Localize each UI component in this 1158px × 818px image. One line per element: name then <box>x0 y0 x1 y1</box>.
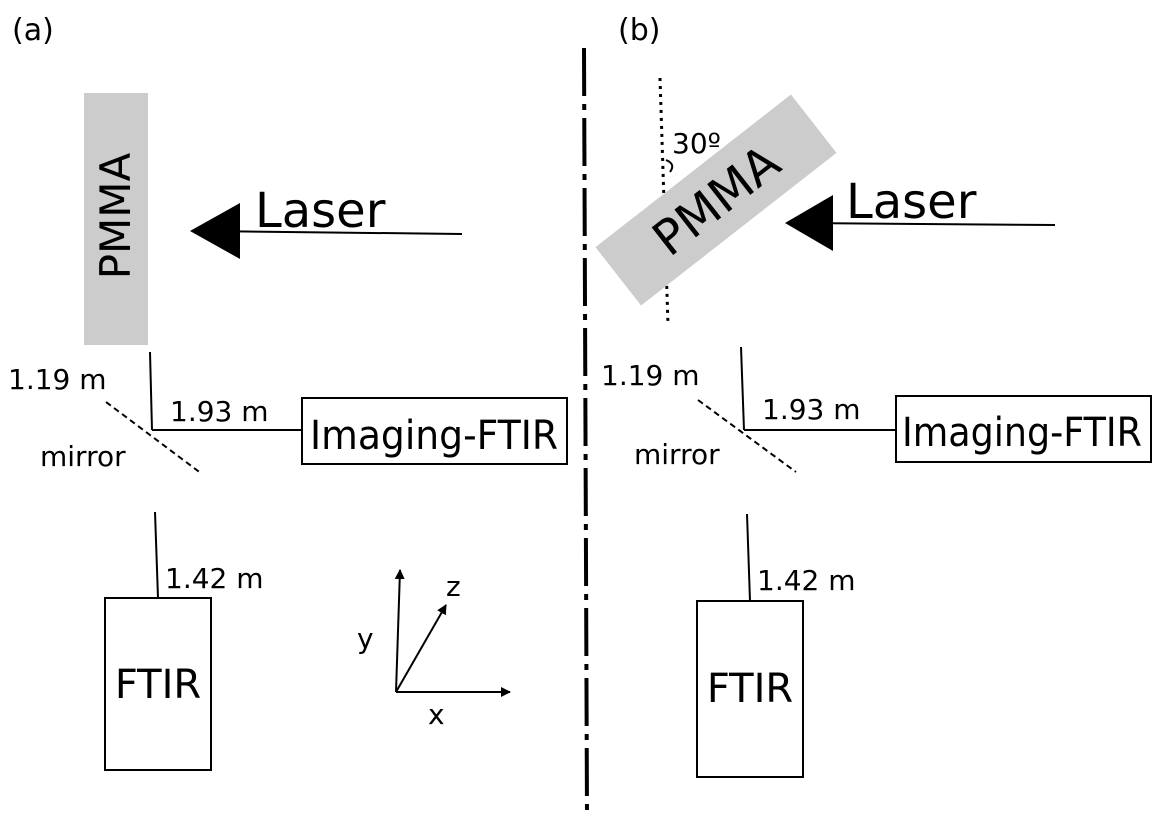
dist-mirror-ftir-b: 1.42 m <box>757 564 856 597</box>
imaging-ftir-label-b: Imaging-FTIR <box>902 410 1142 456</box>
beam-mirror-ftir-b <box>746 513 751 602</box>
axis-z-label: z <box>446 570 461 603</box>
imaging-ftir-label-a: Imaging-FTIR <box>310 413 558 459</box>
axis-y-arrow <box>394 569 405 693</box>
panel-b-label: (b) <box>618 13 660 48</box>
ftir-box-b <box>696 600 804 778</box>
mirror-b <box>697 399 797 473</box>
laser-label-b: Laser <box>846 174 977 230</box>
mirror-label-a: mirror <box>40 440 126 473</box>
axis-x-label: x <box>428 698 445 731</box>
coordinate-axes: y z x <box>357 569 511 731</box>
angle-arc <box>665 159 674 173</box>
mirror-label-b: mirror <box>634 438 720 471</box>
axis-y-label: y <box>357 622 374 655</box>
pmma-sample-b <box>595 94 837 306</box>
dist-sample-mirror-a: 1.19 m <box>8 363 107 396</box>
dist-sample-mirror-b: 1.19 m <box>601 359 700 392</box>
beam-mirror-ftir-a <box>154 511 159 599</box>
pmma-sample-a <box>84 93 148 345</box>
imaging-ftir-box-a <box>301 397 568 465</box>
pmma-label-a: PMMA <box>91 152 140 279</box>
ftir-label-b: FTIR <box>707 666 793 712</box>
dist-mirror-imaging-a: 1.93 m <box>170 395 269 428</box>
mirror-a <box>105 401 203 475</box>
panel-a: (a) PMMA Laser 1.19 m mirror 1.93 m Imag… <box>8 13 568 771</box>
laser-beam-b <box>799 222 1056 226</box>
panel-divider <box>582 47 589 818</box>
panel-a-label: (a) <box>12 13 54 48</box>
laser-arrowhead-b <box>785 195 833 251</box>
laser-label-a: Laser <box>255 183 386 239</box>
ftir-label-a: FTIR <box>115 662 201 708</box>
vertical-reference-line <box>658 77 670 326</box>
panel-b: (b) PMMA 30º Laser 1.19 m mirror 1.93 m … <box>595 13 1152 778</box>
ftir-box-a <box>104 597 212 771</box>
dist-mirror-ftir-a: 1.42 m <box>165 562 264 595</box>
dist-mirror-imaging-b: 1.93 m <box>762 393 861 426</box>
laser-arrowhead-a <box>190 203 240 259</box>
imaging-ftir-box-b <box>895 395 1152 463</box>
laser-beam-a <box>204 230 463 235</box>
beam-sample-mirror-a <box>149 351 153 431</box>
beam-sample-mirror-b <box>740 346 745 431</box>
axis-z-arrow <box>395 604 447 693</box>
angle-label: 30º <box>672 127 721 160</box>
